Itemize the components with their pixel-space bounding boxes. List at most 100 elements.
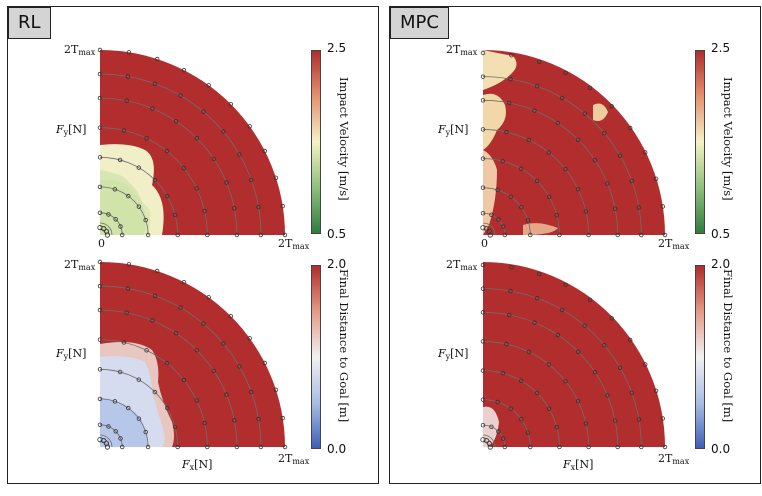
sample-point: [487, 444, 493, 450]
sample-point: [555, 332, 560, 338]
sample-point: [194, 347, 199, 353]
origin-ring: [482, 437, 493, 448]
sample-point: [525, 218, 531, 223]
sample-point: [546, 362, 551, 367]
sample-point: [145, 232, 151, 238]
sample-point: [519, 416, 524, 422]
sample-point: [248, 389, 254, 395]
y-axis-label: Fy[N]: [56, 123, 86, 137]
sample-point: [480, 422, 486, 428]
sample-point: [480, 50, 486, 56]
colorbar-max: 2.0: [711, 257, 731, 271]
colorbar-min: 0.5: [711, 227, 731, 241]
sample-point: [248, 177, 254, 183]
sample-point: [546, 194, 552, 199]
sample-point: [519, 204, 524, 210]
y-unit: [N]: [68, 123, 87, 136]
sample-point: [559, 95, 565, 101]
sample-point: [256, 204, 261, 210]
sample-point: [575, 186, 581, 192]
sample-point: [97, 47, 103, 53]
colorbar-max: 2.5: [327, 41, 347, 55]
sample-point: [509, 52, 514, 58]
sample-point: [508, 288, 513, 294]
sample-point: [152, 81, 158, 86]
sample-point: [532, 108, 537, 113]
grid-arc: [482, 99, 619, 236]
sample-point: [104, 444, 110, 450]
sample-point: [234, 444, 240, 450]
sample-point: [495, 399, 500, 405]
sample-point: [101, 226, 107, 232]
sample-point: [554, 424, 559, 430]
rl-distance-heatmap: [97, 259, 288, 450]
max-prefix: 2T: [446, 43, 461, 56]
sample-point: [97, 337, 103, 342]
sample-point: [152, 389, 158, 395]
sample-point: [104, 232, 110, 238]
sample-point: [627, 337, 633, 343]
x-axis-label: Fx[N]: [563, 458, 593, 472]
colorbar-label: Final Distance to Goal [m]: [721, 269, 735, 423]
sample-point: [145, 444, 151, 450]
colorbar-max: 2.5: [711, 41, 731, 55]
colorbar-label: Impact Velocity [m/s]: [337, 77, 351, 201]
grid-arc: [99, 285, 262, 448]
sample-point: [282, 232, 288, 238]
y-axis-label: Fy[N]: [438, 123, 468, 137]
sample-point: [221, 341, 226, 346]
max-prefix: 2T: [658, 237, 673, 250]
grid-arc: [99, 309, 238, 448]
sample-point: [504, 129, 509, 135]
sample-point: [487, 232, 493, 238]
sample-point: [202, 208, 207, 214]
x-unit: [N]: [194, 458, 213, 471]
sample-point: [247, 124, 252, 129]
impact-colorbar: [311, 50, 321, 234]
sample-point: [587, 297, 593, 302]
mpc-distance-heatmap: [480, 262, 668, 450]
sample-point: [256, 416, 261, 422]
sample-point: [537, 59, 542, 65]
sample-point: [103, 440, 109, 446]
sample-point: [575, 349, 581, 354]
sample-point: [126, 193, 131, 199]
sample-point: [136, 416, 142, 421]
sample-points: [480, 50, 668, 238]
distance-colorbar: [311, 265, 321, 449]
sample-point: [206, 295, 211, 300]
sample-point: [113, 217, 118, 222]
sample-point: [97, 437, 103, 443]
sample-point: [500, 370, 505, 376]
grid-arc: [482, 311, 619, 448]
sample-point: [125, 74, 131, 79]
sample-point: [639, 232, 644, 238]
sample-point: [143, 217, 148, 223]
sample-point: [120, 232, 125, 238]
origin-ring: [99, 222, 113, 236]
sample-point: [575, 137, 581, 142]
x-max-label: 2Tmax: [658, 237, 689, 251]
y-max-label: 2Tmax: [446, 258, 477, 272]
sample-point: [178, 305, 183, 310]
origin-ring: [99, 225, 110, 236]
sample-point: [124, 98, 129, 103]
sample-point: [546, 406, 552, 411]
sample-point: [528, 444, 533, 450]
sample-points: [97, 47, 288, 238]
y-axis-label: Fy[N]: [438, 347, 468, 361]
sample-point: [525, 430, 531, 435]
sample-point: [181, 165, 187, 171]
sample-point: [489, 424, 494, 429]
sample-point: [97, 367, 103, 372]
mpc-impact-heatmap: [480, 50, 668, 238]
sample-point: [97, 95, 103, 101]
x-max-label: 2Tmax: [278, 237, 309, 251]
sample-point: [232, 206, 237, 211]
sample-point: [507, 100, 512, 106]
sample-point: [201, 321, 206, 326]
grid-arc: [482, 187, 531, 236]
sample-point: [232, 418, 237, 423]
sample-point: [592, 157, 598, 163]
sample-point: [258, 444, 264, 450]
